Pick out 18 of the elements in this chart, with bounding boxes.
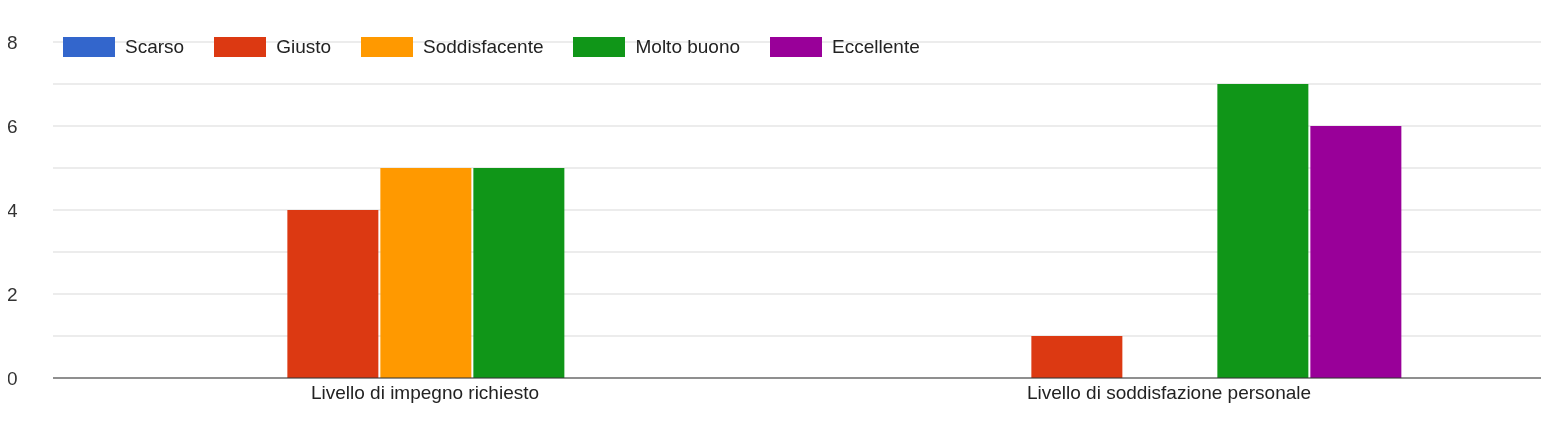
x-tick-label: Livello di soddisfazione personale	[1026, 382, 1312, 404]
legend-label: Molto buono	[635, 36, 741, 58]
y-tick-label: 2	[7, 283, 18, 305]
y-tick-label: 6	[7, 115, 18, 137]
y-tick-label: 4	[7, 199, 18, 221]
legend-label: Soddisfacente	[423, 36, 544, 58]
bar	[380, 168, 472, 378]
bar	[1310, 126, 1402, 378]
bar	[1031, 336, 1123, 378]
y-tick-label: 0	[7, 367, 18, 389]
bar	[473, 168, 565, 378]
bar	[287, 210, 379, 378]
legend-label: Giusto	[276, 36, 332, 58]
legend-label: Scarso	[125, 36, 185, 58]
bar	[1217, 84, 1309, 378]
legend-label: Eccellente	[832, 36, 920, 58]
x-tick-label: Livello di impegno richiesto	[310, 382, 540, 404]
y-tick-label: 8	[7, 31, 18, 53]
